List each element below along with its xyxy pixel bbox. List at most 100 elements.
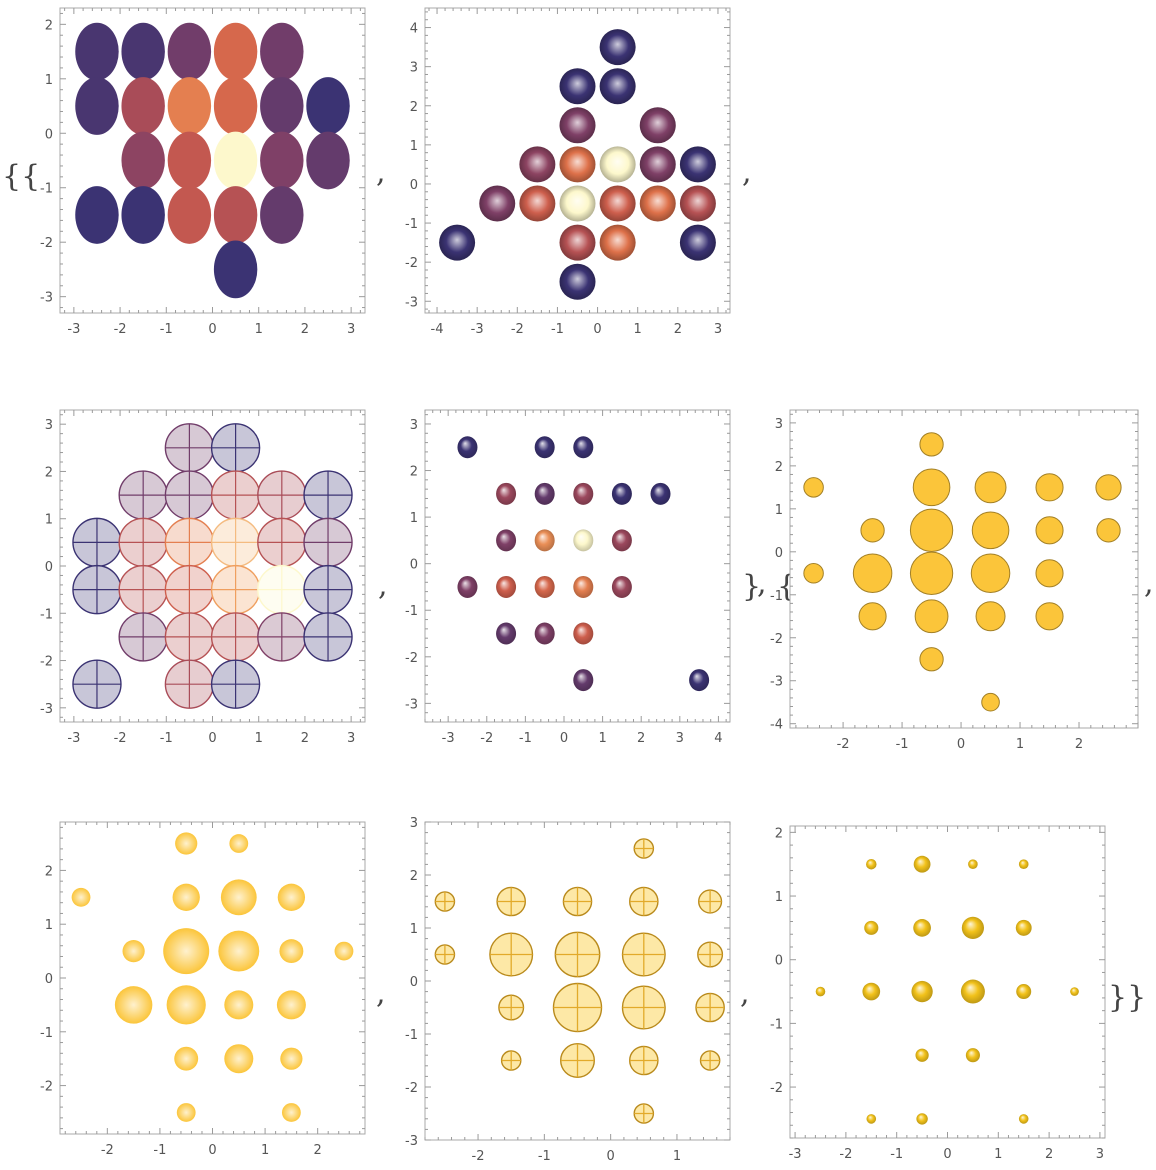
y-tick-label: -1 — [40, 1026, 53, 1041]
y-tick-label: 2 — [775, 826, 783, 841]
y-tick-label: -1 — [405, 604, 418, 619]
y-tick-label: 0 — [45, 127, 53, 142]
data-point — [303, 564, 353, 615]
data-point — [213, 131, 258, 190]
data-point — [75, 186, 119, 244]
data-point — [306, 77, 350, 135]
data-point — [573, 482, 594, 505]
data-point — [276, 990, 306, 1020]
data-point — [260, 77, 304, 135]
x-tick-label: -1 — [519, 731, 532, 746]
plot-frame — [789, 409, 1139, 729]
data-point — [172, 883, 200, 911]
y-tick-label: 0 — [775, 954, 783, 969]
data-point — [611, 529, 632, 552]
data-point — [260, 22, 304, 81]
data-point — [639, 146, 676, 183]
data-point — [639, 107, 676, 144]
data-point — [210, 659, 261, 709]
data-point — [562, 886, 593, 917]
data-point — [650, 482, 671, 505]
data-point — [860, 518, 885, 543]
plot-frame — [424, 821, 731, 1141]
data-point — [909, 508, 954, 552]
data-point — [167, 77, 212, 135]
data-point — [174, 1046, 199, 1071]
data-point — [164, 564, 215, 615]
plot-frame — [424, 409, 731, 723]
x-tick-label: 2 — [674, 322, 682, 337]
data-point — [164, 659, 215, 709]
y-tick-label: -2 — [40, 236, 53, 251]
data-point — [457, 436, 478, 459]
data-point — [599, 68, 636, 105]
data-point — [279, 939, 304, 964]
data-point — [981, 692, 1000, 712]
y-tick-label: -2 — [40, 1080, 53, 1095]
x-tick-label: 1 — [598, 731, 606, 746]
data-point — [500, 1050, 522, 1071]
x-tick-label: -1 — [890, 1147, 903, 1162]
x-tick-label: 2 — [1075, 737, 1083, 752]
data-point — [280, 1047, 303, 1070]
y-tick-label: -1 — [770, 589, 783, 604]
data-point — [496, 482, 517, 505]
x-tick-label: -1 — [160, 322, 173, 337]
data-point — [599, 29, 636, 66]
data-point — [862, 982, 881, 1001]
chart-3: -3 -2 -1 0 1 2 3 -3 -2 -1 0 1 2 3 — [40, 409, 366, 746]
data-point — [75, 77, 119, 135]
data-point — [915, 1048, 929, 1062]
data-point — [210, 517, 261, 568]
open-brackets: {{ — [2, 159, 40, 194]
x-tick-label: -4 — [431, 322, 444, 337]
chart-1: -3 -2 -1 0 1 2 3 -3 -2 -1 0 1 2 — [40, 7, 366, 337]
data-point — [213, 240, 258, 299]
data-point — [916, 1113, 928, 1125]
y-tick-label: -3 — [405, 295, 418, 310]
data-point — [167, 22, 212, 81]
chart-5: -2 -1 0 1 2 -4 -3 -2 -1 0 1 2 3 — [770, 409, 1139, 752]
y-tick-label: 2 — [410, 100, 418, 115]
data-point — [213, 186, 258, 244]
data-point — [629, 1045, 659, 1076]
x-tick-label: 2 — [314, 1143, 322, 1158]
x-tick-label: -2 — [114, 322, 127, 337]
data-point — [303, 470, 353, 520]
data-point — [498, 994, 525, 1021]
data-point — [306, 131, 350, 190]
data-point — [121, 186, 165, 244]
output-punctuation: {{ , , , } , { , , , }} — [2, 155, 1154, 1015]
data-point — [621, 985, 666, 1030]
data-point — [1035, 473, 1064, 502]
data-point — [121, 22, 165, 81]
y-tick-label: 0 — [45, 972, 53, 987]
x-tick-label: 1 — [255, 322, 263, 337]
data-point — [858, 602, 887, 631]
data-point — [496, 575, 517, 598]
data-point — [699, 1050, 721, 1071]
x-tick-label: -1 — [551, 322, 564, 337]
data-point — [1015, 919, 1032, 936]
data-point — [534, 436, 555, 459]
data-point — [210, 423, 261, 473]
y-tick-label: -1 — [770, 1017, 783, 1032]
data-point — [679, 146, 716, 183]
data-point — [163, 928, 210, 975]
y-tick-label: 3 — [45, 418, 53, 433]
y-tick-label: 1 — [45, 513, 53, 528]
y-tick-label: 0 — [410, 975, 418, 990]
data-point — [210, 470, 261, 520]
data-point — [974, 471, 1007, 504]
data-point — [121, 131, 165, 190]
y-tick-label: 2 — [45, 18, 53, 33]
data-point — [815, 986, 826, 997]
data-point — [611, 575, 632, 598]
data-point — [434, 944, 456, 965]
y-tick-label: -2 — [770, 1081, 783, 1096]
x-tick-label: -2 — [114, 731, 127, 746]
data-point — [573, 529, 594, 552]
x-tick-label: 0 — [593, 322, 601, 337]
data-point — [559, 107, 596, 144]
